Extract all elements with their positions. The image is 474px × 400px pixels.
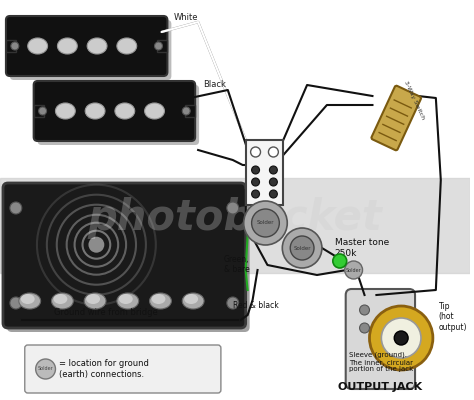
Ellipse shape [119,294,133,304]
Circle shape [252,209,279,237]
Circle shape [10,297,22,309]
Ellipse shape [85,103,105,119]
Circle shape [394,331,408,345]
Text: Ground wire from bridge: Ground wire from bridge [55,308,158,317]
Ellipse shape [86,294,100,304]
Bar [185,105,195,117]
Ellipse shape [182,293,204,309]
Text: Master tone
250k: Master tone 250k [335,238,389,258]
Circle shape [252,178,260,186]
Circle shape [252,190,260,198]
Circle shape [382,318,421,358]
Circle shape [269,178,277,186]
FancyBboxPatch shape [34,81,195,141]
Ellipse shape [117,38,137,54]
Circle shape [39,107,46,115]
Circle shape [227,202,239,214]
Ellipse shape [150,293,172,309]
Text: Solder: Solder [293,246,311,250]
Bar [6,40,16,52]
FancyBboxPatch shape [10,20,172,80]
Bar [34,105,44,117]
Bar [246,140,283,205]
Circle shape [360,305,369,315]
Text: OUTPUT JACK: OUTPUT JACK [338,382,422,392]
Circle shape [345,261,363,279]
Ellipse shape [84,293,106,309]
Text: photobucket: photobucket [87,197,382,239]
Circle shape [269,190,277,198]
FancyBboxPatch shape [346,289,415,389]
FancyBboxPatch shape [7,187,250,332]
Circle shape [333,254,346,268]
Text: Solder: Solder [257,220,274,226]
Circle shape [369,306,433,370]
FancyBboxPatch shape [37,85,199,145]
Circle shape [11,42,19,50]
Ellipse shape [115,103,135,119]
Circle shape [290,236,314,260]
Ellipse shape [52,293,73,309]
FancyBboxPatch shape [3,183,246,328]
Text: Solder: Solder [38,366,54,372]
Circle shape [269,166,277,174]
Circle shape [10,202,22,214]
Circle shape [252,166,260,174]
Ellipse shape [55,103,75,119]
Text: Black: Black [203,80,226,89]
Ellipse shape [28,38,47,54]
Text: Tip
(hot
output): Tip (hot output) [439,302,467,332]
Text: Green,
& bare: Green, & bare [224,254,250,274]
Ellipse shape [54,294,67,304]
Text: 3-Way Switch: 3-Way Switch [403,80,425,120]
Text: White: White [173,13,198,22]
FancyBboxPatch shape [372,86,421,150]
FancyBboxPatch shape [25,345,221,393]
FancyBboxPatch shape [6,16,167,76]
Text: Solder: Solder [346,268,362,272]
Ellipse shape [19,293,41,309]
Text: = location for ground
(earth) connections.: = location for ground (earth) connection… [59,359,149,379]
Circle shape [251,147,261,157]
Circle shape [155,42,163,50]
Ellipse shape [117,293,139,309]
Circle shape [227,297,239,309]
Text: Red & black: Red & black [233,301,279,310]
Circle shape [244,201,287,245]
Bar [157,40,167,52]
Ellipse shape [152,294,165,304]
Ellipse shape [57,38,77,54]
Ellipse shape [184,294,198,304]
Ellipse shape [87,38,107,54]
Ellipse shape [21,294,35,304]
Ellipse shape [145,103,164,119]
Circle shape [89,237,104,253]
Circle shape [268,147,278,157]
Text: Sleeve (ground).
The inner, circular
portion of the jack: Sleeve (ground). The inner, circular por… [349,352,413,372]
Circle shape [36,359,55,379]
Circle shape [360,323,369,333]
Circle shape [182,107,190,115]
Bar [0,178,470,273]
Circle shape [283,228,322,268]
